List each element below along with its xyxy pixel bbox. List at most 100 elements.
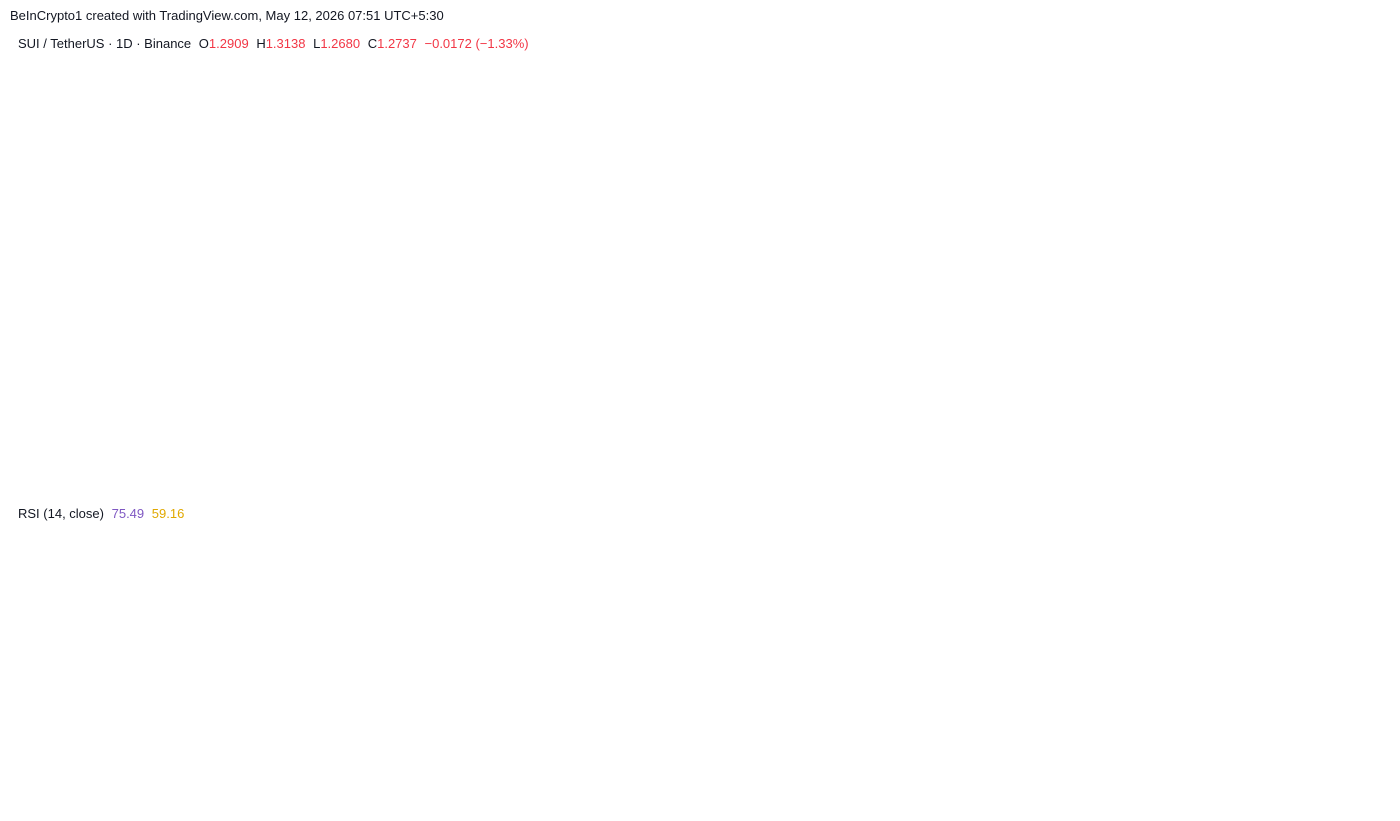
candle-body (1206, 413, 1214, 417)
candle-body (435, 407, 443, 420)
candle-body (1254, 385, 1262, 402)
y-tick-label: 2.0000 (1328, 72, 1368, 87)
legend-h: H1.3138 (256, 36, 305, 51)
lightning-icon[interactable] (1285, 473, 1307, 495)
candle-body (204, 174, 212, 224)
currency-button[interactable] (1317, 30, 1375, 58)
x-tick-label: May (1178, 737, 1203, 752)
candle-body (830, 404, 838, 423)
candle-body (1013, 401, 1021, 417)
legend-l: L1.2680 (313, 36, 360, 51)
candle-body (175, 146, 183, 150)
candle-body (590, 422, 597, 426)
candle-body (1129, 407, 1137, 411)
footer-logo: TradingView (48, 778, 178, 803)
candle-body (368, 366, 376, 430)
candle-body (561, 401, 569, 436)
y-tick-label: 1.6000 (1328, 197, 1368, 212)
overbought-fill (15, 521, 1297, 563)
rsi-title: RSI (14, close) (18, 506, 104, 521)
candle-body (647, 401, 655, 405)
frame (9, 27, 1391, 761)
candle-body (609, 413, 617, 430)
candle-body (628, 413, 636, 420)
candle-body (21, 261, 29, 265)
candle-body (1061, 397, 1069, 408)
candle-body (811, 410, 819, 420)
candle-body (522, 397, 530, 402)
y-tick-label: 1.2000 (1328, 321, 1368, 336)
legend-key: O (198, 36, 209, 51)
candle-body (1158, 413, 1166, 420)
candle-body (1100, 407, 1108, 411)
candle-body (503, 404, 511, 411)
candle-body (946, 432, 954, 436)
legend-value: 1.2680 (320, 36, 361, 51)
candle-body (599, 422, 607, 426)
candle-body (60, 171, 68, 178)
candle-body (1292, 301, 1300, 307)
candle-body (686, 407, 694, 430)
axis-value-bg (1318, 585, 1366, 603)
legend-key: L (313, 36, 321, 51)
candle-body (484, 394, 492, 398)
candle-body (1225, 413, 1233, 417)
candle-body (1264, 370, 1272, 386)
hline-label: 1.4224 (1324, 253, 1364, 268)
candle-body (1148, 410, 1156, 414)
candle-body (214, 223, 222, 252)
axis-value-bg (1318, 538, 1366, 556)
candle-body (955, 401, 963, 436)
rsi-ma-value: 59.16 (151, 506, 185, 521)
candle-body (1119, 407, 1127, 411)
candle-body (464, 379, 472, 398)
x-tick-label: Apr (892, 737, 913, 752)
candle-body (262, 239, 270, 268)
candle-body (1004, 410, 1012, 417)
candle-body (695, 401, 703, 408)
candle-body (744, 382, 752, 395)
legend-value: 1.3138 (265, 36, 306, 51)
y-tick-label: 1.0000 (1328, 383, 1368, 398)
candle-body (984, 407, 992, 411)
candle-body (580, 413, 588, 426)
y-tick-label: 1.7000 (1328, 166, 1368, 181)
candle-body (291, 261, 299, 265)
candle-body (715, 394, 723, 398)
candle-body (878, 435, 886, 439)
rsi-line (15, 519, 1297, 713)
candle-body (570, 401, 578, 414)
candle-body (1071, 407, 1079, 414)
candle-body (108, 136, 116, 144)
price-label-bg (1318, 297, 1384, 334)
candle-body (782, 397, 790, 408)
legend-c: C1.2737 (368, 36, 417, 51)
y-tick-label: 0.8000 (1328, 445, 1368, 460)
candle-body (118, 139, 126, 144)
candle-body (252, 239, 260, 243)
tv-logo (12, 783, 42, 801)
axis-value-label: 75.49 (1326, 539, 1359, 554)
candle-body (734, 391, 742, 395)
candle-body (1081, 407, 1089, 414)
candle-body (12, 258, 20, 262)
candle-body (1110, 407, 1118, 411)
symbol-title: SUI / TetherUS · 1D · Binance (18, 36, 192, 51)
candle-body (618, 413, 626, 420)
candle-body (763, 370, 771, 386)
candle-body (705, 397, 713, 402)
candle-body (898, 429, 906, 433)
candle-body (1042, 388, 1050, 402)
candle-body (455, 379, 463, 402)
candle-body (1215, 413, 1223, 417)
currency[interactable]: USDT (1328, 35, 1363, 50)
candle-body (1052, 388, 1060, 398)
candle-body (667, 419, 675, 423)
y-tick-label: 1.5000 (1328, 228, 1368, 243)
hline-label-bg (1318, 251, 1384, 270)
candle-body (551, 425, 559, 436)
candle-body (1244, 394, 1252, 398)
candle-body (840, 401, 848, 405)
